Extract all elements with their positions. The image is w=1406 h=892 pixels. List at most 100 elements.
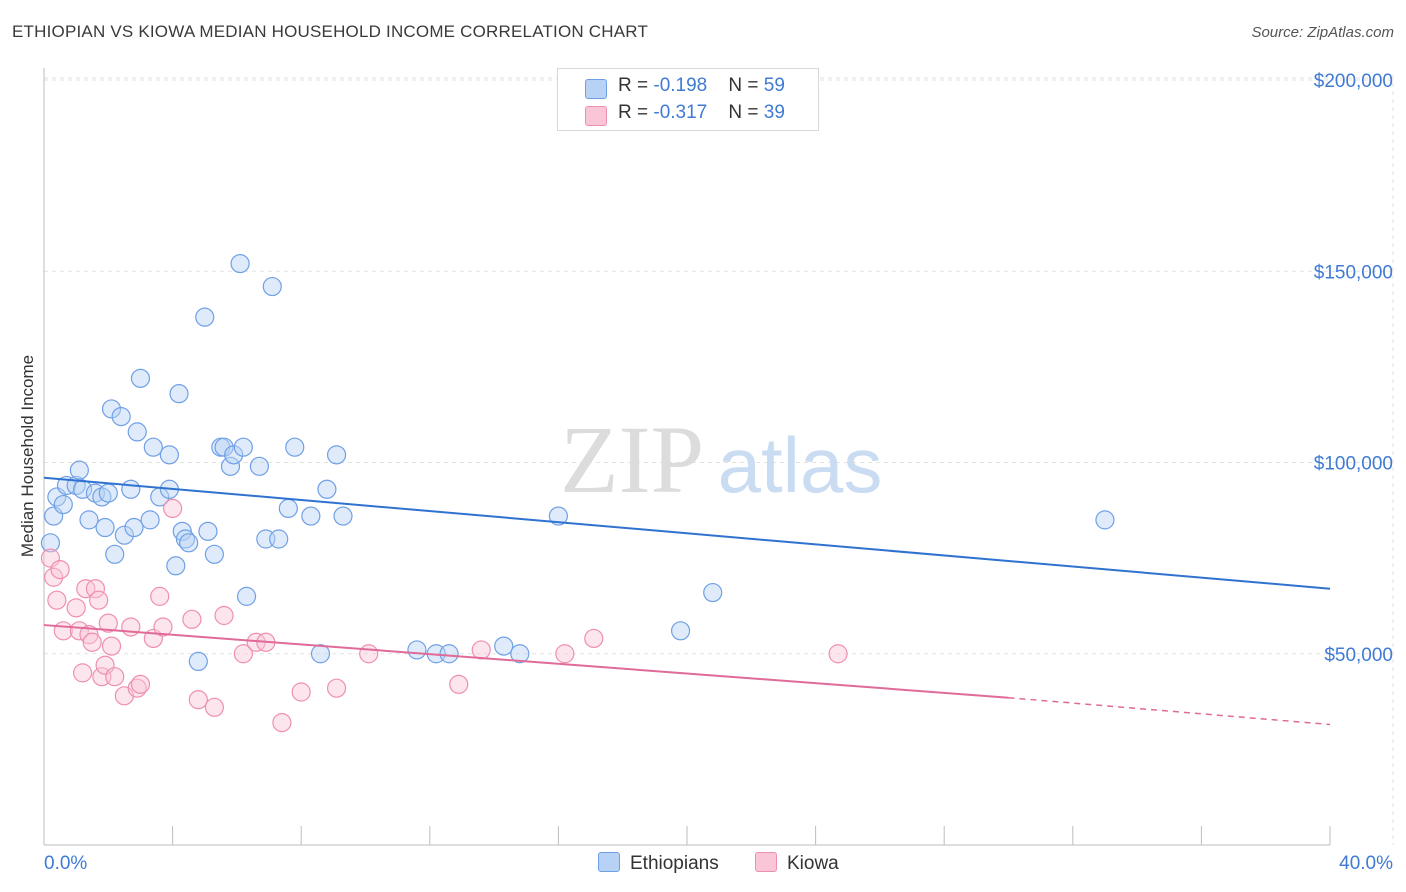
- ethiopians-point: [249, 456, 270, 476]
- ethiopians-point: [301, 506, 321, 526]
- y-tick-labels: $50,000 $100,000 $150,000 $200,000: [1314, 71, 1393, 666]
- kiowa-point: [72, 663, 93, 683]
- trend-lines: [43, 476, 1331, 726]
- ethiopians-point: [204, 544, 224, 564]
- ethiopians-point: [53, 494, 73, 515]
- ethiopians-point: [230, 254, 250, 274]
- ethiopians-point: [224, 445, 244, 465]
- kiowa-swatch: [585, 106, 607, 126]
- r-value: -0.317: [653, 102, 708, 123]
- chart-source: Source: ZipAtlas.com: [1251, 24, 1394, 41]
- kiowa-point: [188, 690, 208, 710]
- ethiopians-point: [111, 407, 131, 427]
- ethiopians-point: [130, 368, 151, 388]
- r-label: R =: [618, 102, 654, 123]
- kiowa-point: [101, 636, 122, 656]
- kiowa-point: [555, 644, 575, 664]
- x-tick-label: 40.0%: [1339, 853, 1393, 874]
- y-tick-label: $150,000: [1314, 262, 1393, 283]
- chart-title: ETHIOPIAN VS KIOWA MEDIAN HOUSEHOLD INCO…: [12, 22, 649, 41]
- kiowa-point: [82, 632, 102, 652]
- ethiopians-trend-line: [43, 476, 1331, 590]
- ethiopians-point: [195, 307, 215, 327]
- ethiopians-point: [105, 544, 125, 564]
- ethiopians-point: [510, 644, 530, 664]
- kiowa-point: [163, 498, 183, 518]
- ethiopians-point: [179, 533, 199, 553]
- kiowa-point: [828, 644, 848, 664]
- kiowa-point: [449, 674, 469, 694]
- stats-legend: R = -0.198 N = 59 R = -0.317 N = 39: [557, 68, 819, 131]
- kiowa-point: [76, 579, 96, 599]
- ethiopians-legend-label: Ethiopians: [630, 853, 719, 874]
- kiowa-point: [471, 640, 491, 660]
- kiowa-point: [85, 579, 106, 599]
- ethiopians-point: [494, 636, 514, 656]
- ethiopians-point: [79, 510, 99, 530]
- ethiopians-point: [198, 521, 218, 541]
- kiowa-point: [98, 613, 118, 633]
- ethiopians-point: [233, 437, 253, 457]
- kiowa-point: [326, 678, 347, 698]
- kiowa-point: [53, 621, 73, 641]
- ethiopians-point: [166, 556, 186, 576]
- ethiopians-point: [169, 384, 189, 404]
- kiowa-point: [150, 586, 170, 606]
- n-value: 39: [763, 102, 785, 123]
- legend-item-ethiopians[interactable]: Ethiopians: [598, 852, 719, 875]
- x-ticks: [43, 826, 1331, 845]
- kiowa-legend-label: Kiowa: [787, 853, 839, 874]
- x-tick-label: 0.0%: [44, 853, 87, 874]
- ethiopians-point: [326, 445, 347, 465]
- kiowa-point: [291, 682, 311, 702]
- kiowa-point: [584, 628, 604, 649]
- y-tick-label: $200,000: [1314, 71, 1393, 92]
- watermark-zip: ZIP: [560, 406, 704, 513]
- ethiopians-legend-swatch: [598, 852, 620, 872]
- ethiopians-point: [407, 640, 427, 660]
- r-label: R =: [618, 75, 654, 96]
- n-value: 59: [763, 75, 785, 96]
- kiowa-points: [40, 498, 848, 733]
- kiowa-point: [47, 590, 67, 610]
- ethiopians-point: [703, 582, 723, 603]
- n-label: N =: [728, 102, 764, 123]
- legend-item-kiowa[interactable]: Kiowa: [755, 852, 839, 875]
- watermark-atlas: atlas: [718, 421, 883, 509]
- n-label: N =: [728, 75, 764, 96]
- ethiopians-point: [670, 621, 691, 641]
- ethiopians-point: [140, 510, 160, 530]
- ethiopians-point: [40, 533, 61, 553]
- ethiopians-point: [69, 460, 89, 480]
- ethiopians-point: [101, 399, 122, 419]
- kiowa-trend-line: [43, 624, 1009, 699]
- y-tick-label: $100,000: [1314, 454, 1393, 475]
- ethiopians-point: [285, 437, 305, 457]
- ethiopians-point: [95, 517, 115, 538]
- ethiopians-point: [159, 445, 179, 465]
- kiowa-point: [272, 712, 292, 733]
- kiowa-point: [50, 559, 70, 580]
- kiowa-point: [233, 644, 253, 664]
- ethiopians-points: [40, 254, 1115, 672]
- ethiopians-point: [214, 437, 234, 457]
- kiowa-point: [44, 567, 64, 587]
- kiowa-legend-swatch: [755, 852, 777, 872]
- ethiopians-point: [439, 644, 459, 664]
- kiowa-point: [204, 697, 224, 717]
- kiowa-point: [182, 609, 202, 629]
- kiowa-point: [89, 590, 109, 610]
- ethiopians-point: [124, 517, 144, 538]
- ethiopians-point: [1095, 510, 1115, 530]
- ethiopians-point: [127, 422, 147, 442]
- kiowa-point: [66, 598, 86, 618]
- ethiopians-point: [121, 479, 141, 499]
- ethiopians-point: [220, 456, 241, 476]
- ethiopians-point: [269, 529, 289, 549]
- ethiopians-point: [548, 506, 569, 526]
- ethiopians-point: [262, 276, 282, 297]
- ethiopians-swatch: [585, 79, 607, 99]
- ethiopians-point: [98, 483, 118, 503]
- kiowa-point: [359, 644, 379, 664]
